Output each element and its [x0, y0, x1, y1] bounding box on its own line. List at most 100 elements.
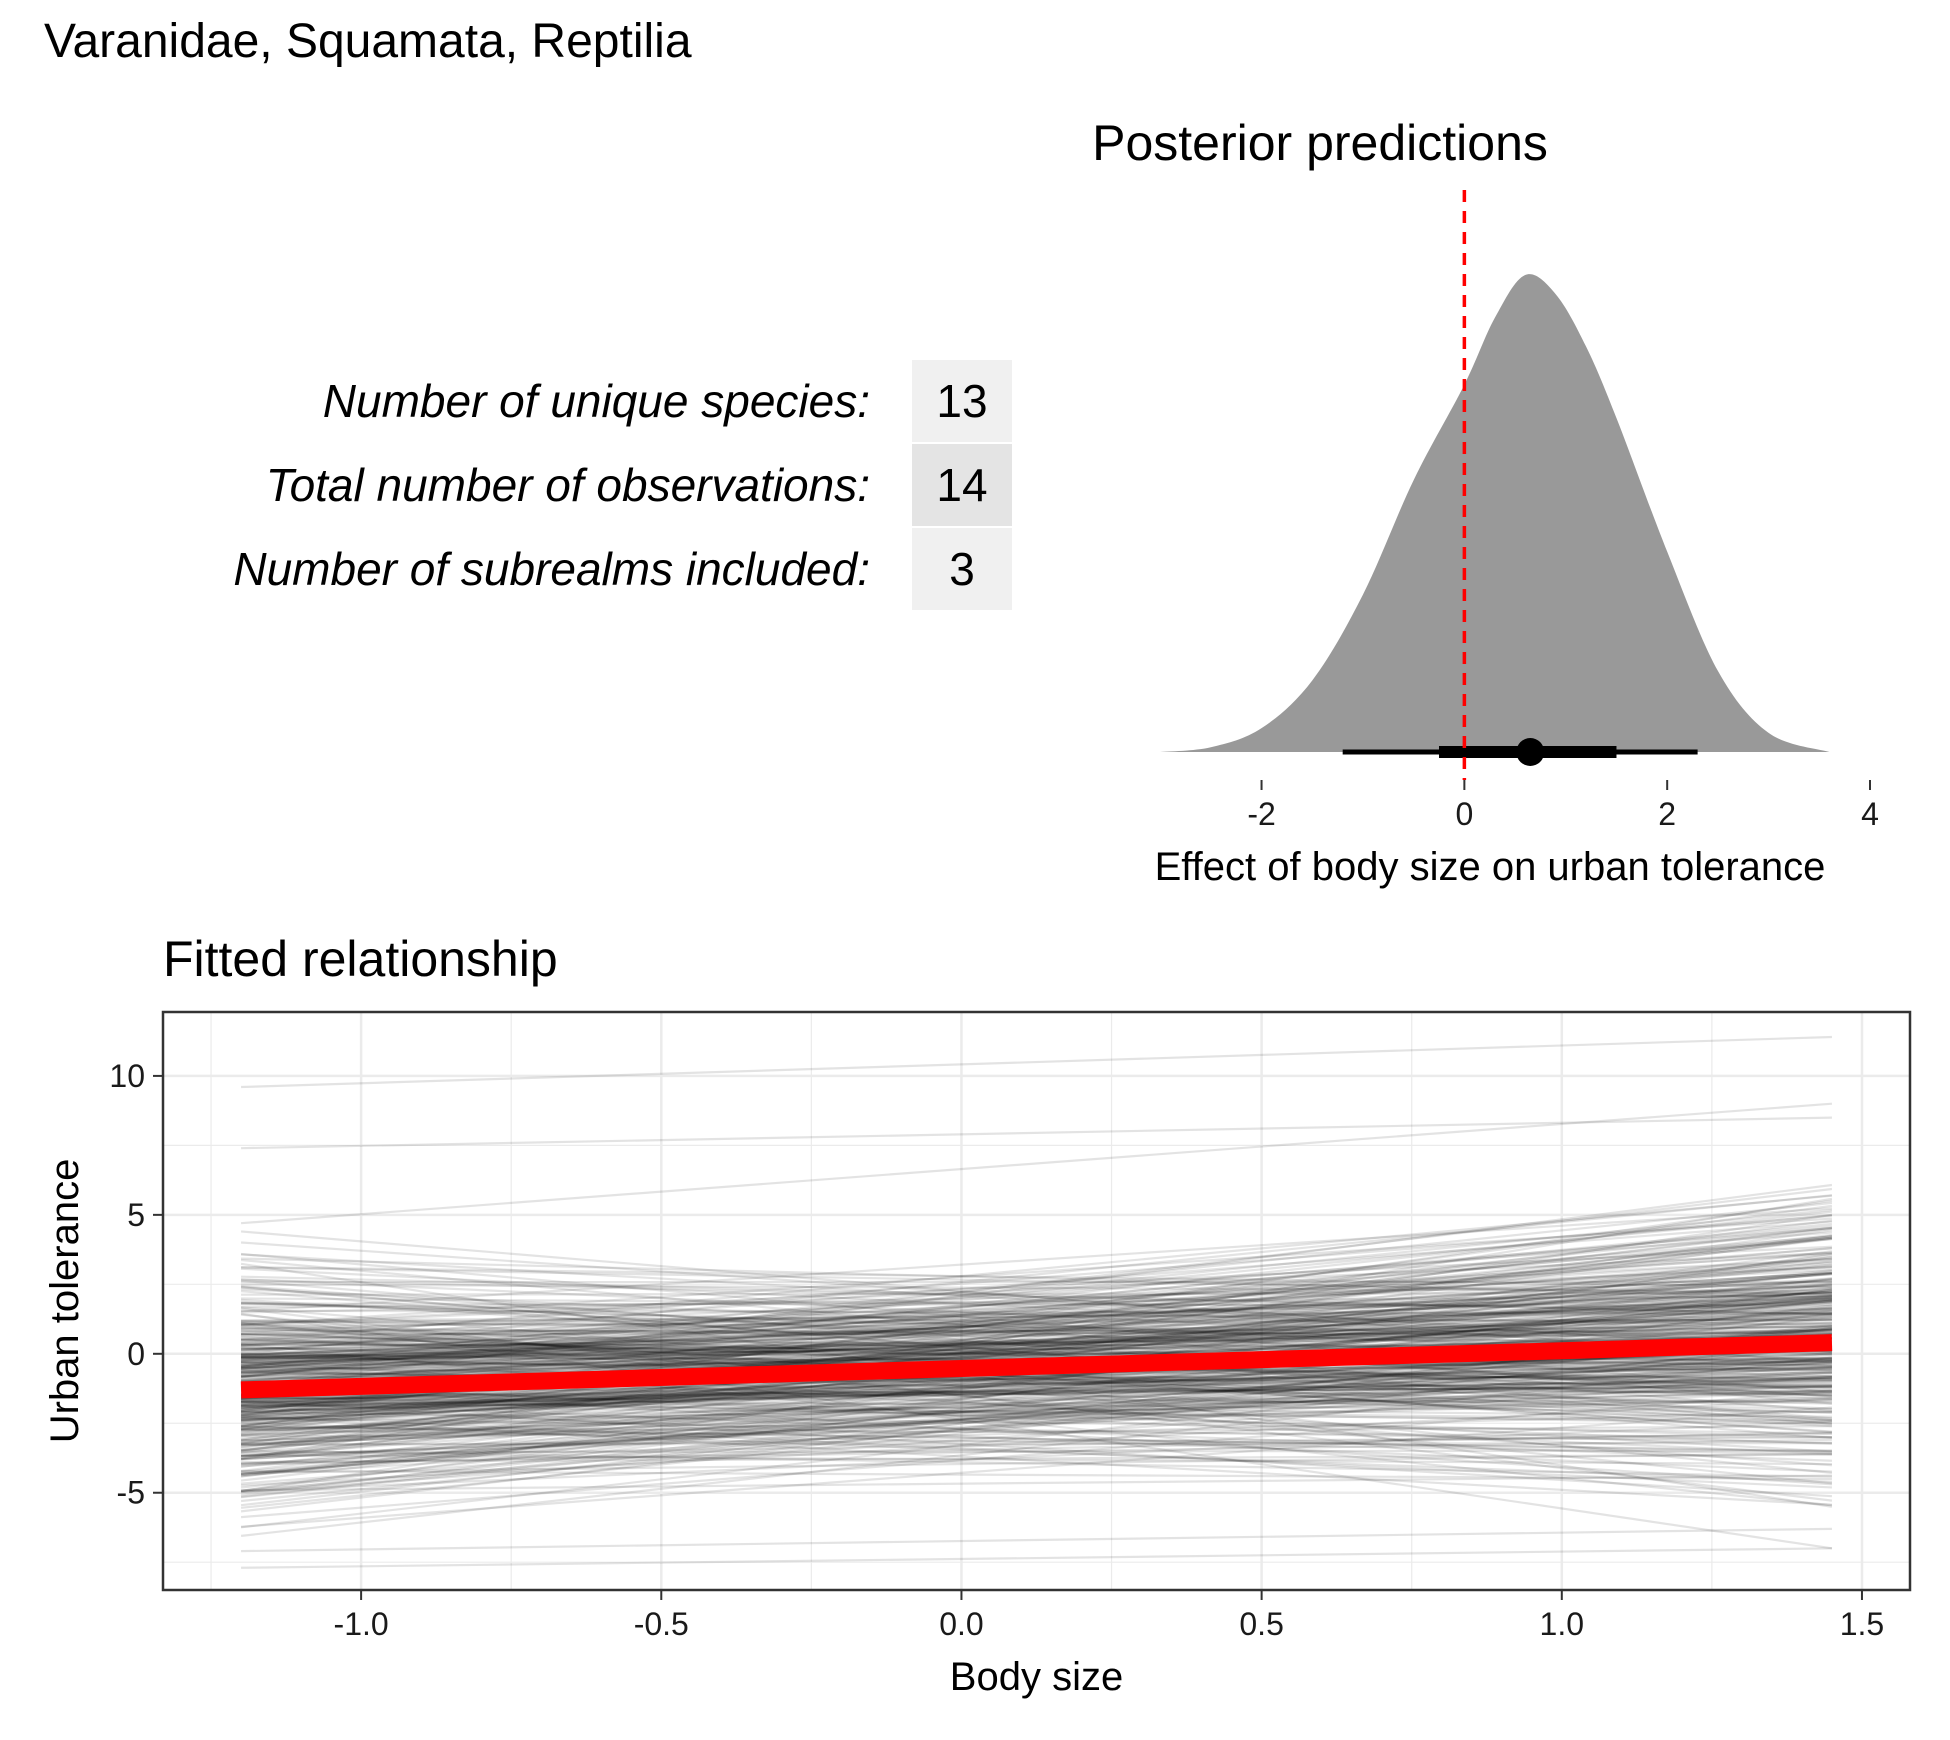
posterior-draw-line [240, 1298, 1833, 1460]
posterior-draw-line [241, 1321, 1832, 1359]
posterior-draw-line [241, 1361, 1832, 1410]
posterior-draw-line [241, 1275, 1832, 1316]
posterior-draw-line [240, 1420, 1833, 1493]
posterior-draw-line [240, 1288, 1833, 1473]
posterior-draw-line [240, 1344, 1833, 1529]
posterior-draw-line [240, 1279, 1833, 1357]
posterior-draw-line [241, 1337, 1832, 1368]
x-tick-label: -2 [1247, 796, 1275, 832]
posterior-draw-line [240, 1187, 1833, 1379]
posterior-draw-line [241, 1285, 1832, 1347]
posterior-draw-line [240, 1285, 1833, 1422]
posterior-draw-line [241, 1316, 1832, 1345]
posterior-draw-line [241, 1297, 1832, 1357]
posterior-draw-line [241, 1333, 1832, 1378]
x-axis-label: Effect of body size on urban tolerance [1155, 845, 1826, 889]
posterior-draw-line [240, 1357, 1833, 1446]
posterior-draw-line [241, 1328, 1832, 1337]
posterior-draw-line [241, 1337, 1832, 1347]
posterior-draw-line [240, 1288, 1833, 1468]
posterior-draw-line [240, 1390, 1833, 1458]
posterior-draw-line [241, 1425, 1832, 1439]
posterior-draw-line [240, 1306, 1833, 1385]
posterior-draw-line [240, 1298, 1833, 1382]
posterior-draw-line [240, 1247, 1833, 1372]
posterior-draw-line [240, 1252, 1833, 1394]
posterior-draw-line [240, 1382, 1833, 1486]
posterior-draw-line [240, 1197, 1833, 1460]
posterior-draw-line [241, 1474, 1832, 1492]
posterior-draw-line [241, 1331, 1832, 1335]
posterior-draw-line [241, 1399, 1832, 1423]
posterior-title: Posterior predictions [1092, 115, 1548, 171]
stat-row-subrealms: Number of subrealms included: 3 [0, 528, 1020, 610]
posterior-draw-line [240, 1313, 1833, 1474]
posterior-draw-line [240, 1371, 1833, 1461]
posterior-draw-line [240, 1213, 1833, 1453]
posterior-draw-line [241, 1383, 1832, 1404]
posterior-draw-line [241, 1370, 1832, 1413]
posterior-draw-line [241, 1365, 1832, 1402]
posterior-draw-line [241, 1401, 1832, 1422]
posterior-draw-line [240, 1348, 1833, 1417]
posterior-draw-line [240, 1329, 1833, 1425]
posterior-draw-line [241, 1366, 1832, 1414]
stat-label: Total number of observations: [265, 459, 870, 511]
posterior-draw-line [240, 1299, 1833, 1482]
posterior-draw-line [240, 1369, 1833, 1466]
posterior-draw-line [240, 1337, 1833, 1475]
median-point [1516, 738, 1545, 766]
posterior-draw-line [241, 1453, 1832, 1464]
posterior-draw-line [241, 1294, 1832, 1309]
posterior-draw-line [240, 1235, 1833, 1368]
posterior-draw-line [241, 1454, 1832, 1466]
posterior-draw-line [240, 1356, 1833, 1492]
stat-label: Number of unique species: [322, 375, 870, 427]
posterior-draw-line [240, 1285, 1833, 1398]
posterior-draw-line [241, 1321, 1832, 1363]
x-axis-label: Body size [950, 1655, 1123, 1699]
posterior-draw-line [241, 1381, 1832, 1406]
posterior-draw-line [241, 1366, 1832, 1397]
y-axis-label: Urban tolerance [43, 1159, 87, 1444]
posterior-draw-line [241, 1309, 1832, 1315]
posterior-draw-line [240, 1290, 1833, 1359]
posterior-draw-line [241, 1356, 1832, 1421]
posterior-draw-line [241, 1395, 1832, 1439]
posterior-draw-line [241, 1332, 1832, 1378]
posterior-draw-line [240, 1225, 1833, 1375]
posterior-draw-line [240, 1210, 1833, 1384]
posterior-draw-line [240, 1278, 1833, 1353]
posterior-draw-line [240, 1270, 1833, 1445]
posterior-draw-line [240, 1353, 1833, 1461]
posterior-draw-line [240, 1268, 1833, 1352]
posterior-draw-line [241, 1399, 1832, 1425]
posterior-draw-line [241, 1385, 1832, 1398]
posterior-draw-line [240, 1293, 1833, 1378]
posterior-draw-line [240, 1299, 1833, 1381]
posterior-draw-line [240, 1226, 1833, 1362]
posterior-draw-line [241, 1432, 1832, 1458]
posterior-draw-line [240, 1282, 1833, 1420]
posterior-draw-line [240, 1342, 1833, 1503]
posterior-draw-line [241, 1292, 1832, 1356]
posterior-draw-line [240, 1230, 1833, 1364]
posterior-draw-line [240, 1322, 1833, 1434]
posterior-draw-line [240, 1360, 1833, 1485]
posterior-draw-line [241, 1386, 1832, 1432]
posterior-draw-line [240, 1257, 1833, 1357]
y-tick-label: -5 [117, 1475, 145, 1511]
posterior-draw-line [240, 1253, 1833, 1348]
posterior-draw-line [241, 1325, 1832, 1361]
posterior-draw-line [240, 1262, 1833, 1508]
posterior-draw-line [240, 1352, 1833, 1421]
posterior-draw-line [240, 1376, 1833, 1460]
posterior-draw-line [240, 1250, 1833, 1452]
posterior-draw-line [241, 1386, 1832, 1397]
posterior-draw-line [241, 1318, 1832, 1351]
posterior-draw-line [241, 1431, 1832, 1466]
posterior-draw-line [240, 1251, 1833, 1369]
posterior-draw-line [240, 1236, 1833, 1450]
posterior-draw-line [241, 1328, 1832, 1359]
posterior-draw-line [241, 1278, 1832, 1316]
